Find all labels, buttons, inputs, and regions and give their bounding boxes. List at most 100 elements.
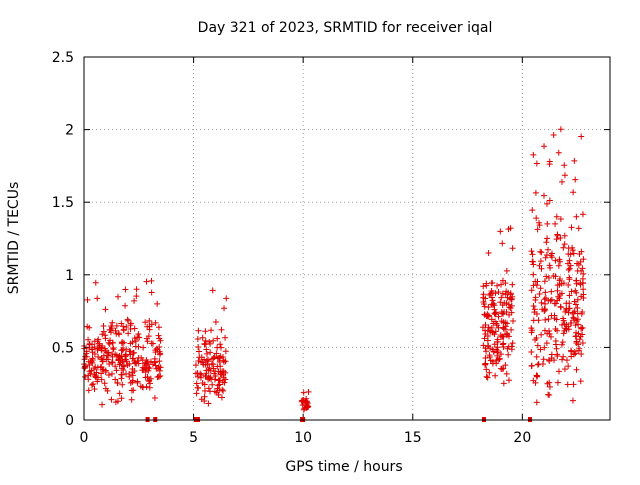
data-point (209, 287, 216, 294)
data-point (157, 350, 164, 357)
data-point (496, 356, 503, 363)
data-point (142, 319, 149, 326)
data-point (492, 372, 499, 379)
data-point (556, 368, 563, 375)
x-axis-title: GPS time / hours (285, 459, 402, 475)
data-point (138, 354, 145, 361)
data-point (195, 357, 202, 364)
data-point (579, 339, 586, 346)
data-point (509, 281, 516, 288)
data-point (528, 348, 535, 355)
data-point (573, 340, 580, 347)
data-point (547, 333, 554, 340)
data-point (197, 374, 204, 381)
data-point (124, 316, 131, 323)
data-point (152, 358, 159, 365)
data-point (533, 160, 540, 167)
data-point (534, 226, 541, 233)
data-point (125, 330, 132, 337)
data-point (549, 250, 556, 257)
data-point (85, 336, 92, 343)
data-point (95, 353, 102, 360)
data-point (566, 276, 573, 283)
data-point (561, 172, 568, 179)
data-point (491, 341, 498, 348)
data-point (92, 373, 99, 380)
data-point (576, 345, 583, 352)
x-tick-label: 10 (294, 430, 312, 446)
data-point (506, 304, 513, 311)
data-point (109, 319, 116, 326)
data-point (544, 380, 551, 387)
data-point (201, 356, 208, 363)
data-point (574, 304, 581, 311)
data-point (215, 368, 222, 375)
data-point (481, 301, 488, 308)
data-point (541, 305, 548, 312)
data-point (108, 359, 115, 366)
data-point (568, 224, 575, 231)
data-point (578, 248, 585, 255)
data-point (505, 289, 512, 296)
data-point (131, 297, 138, 304)
data-point (550, 132, 557, 139)
data-point (114, 293, 121, 300)
data-point (534, 361, 541, 368)
data-point (502, 280, 509, 287)
data-point (208, 376, 215, 383)
data-point (214, 385, 221, 392)
data-point (105, 356, 112, 363)
data-point (207, 388, 214, 395)
data-point (546, 161, 553, 168)
x-tick-label: 15 (404, 430, 422, 446)
data-point (142, 374, 149, 381)
data-point (480, 283, 487, 290)
data-point (143, 335, 150, 342)
data-point (137, 383, 144, 390)
data-point (483, 373, 490, 380)
data-point (131, 325, 138, 332)
data-point (221, 379, 228, 386)
data-point (561, 232, 568, 239)
data-point (499, 290, 506, 297)
data-point (484, 374, 491, 381)
data-point (530, 271, 537, 278)
data-point (195, 327, 202, 334)
data-point (538, 331, 545, 338)
data-point (488, 280, 495, 287)
data-point (545, 274, 552, 281)
data-point (505, 333, 512, 340)
data-point (533, 399, 540, 406)
data-point (505, 351, 512, 358)
data-point (569, 310, 576, 317)
data-point (542, 306, 549, 313)
data-point (573, 317, 580, 324)
data-point (211, 370, 218, 377)
data-point (102, 335, 109, 342)
data-point (192, 362, 199, 369)
data-point (214, 335, 221, 342)
data-point (532, 189, 539, 196)
data-point (81, 365, 88, 372)
data-point (574, 267, 581, 274)
data-point (579, 275, 586, 282)
data-point (128, 396, 135, 403)
data-point (546, 197, 553, 204)
data-point (580, 286, 587, 293)
data-point (488, 287, 495, 294)
data-point (566, 292, 573, 299)
data-point (195, 343, 202, 350)
data-point (551, 300, 558, 307)
data-point (484, 337, 491, 344)
data-point (492, 328, 499, 335)
data-point (112, 399, 119, 406)
data-point (498, 294, 505, 301)
data-point (542, 295, 549, 302)
data-point (218, 394, 225, 401)
data-point (579, 324, 586, 331)
data-point (545, 246, 552, 253)
data-point (102, 368, 109, 375)
data-point (542, 254, 549, 261)
data-point (569, 397, 576, 404)
data-point (222, 376, 229, 383)
